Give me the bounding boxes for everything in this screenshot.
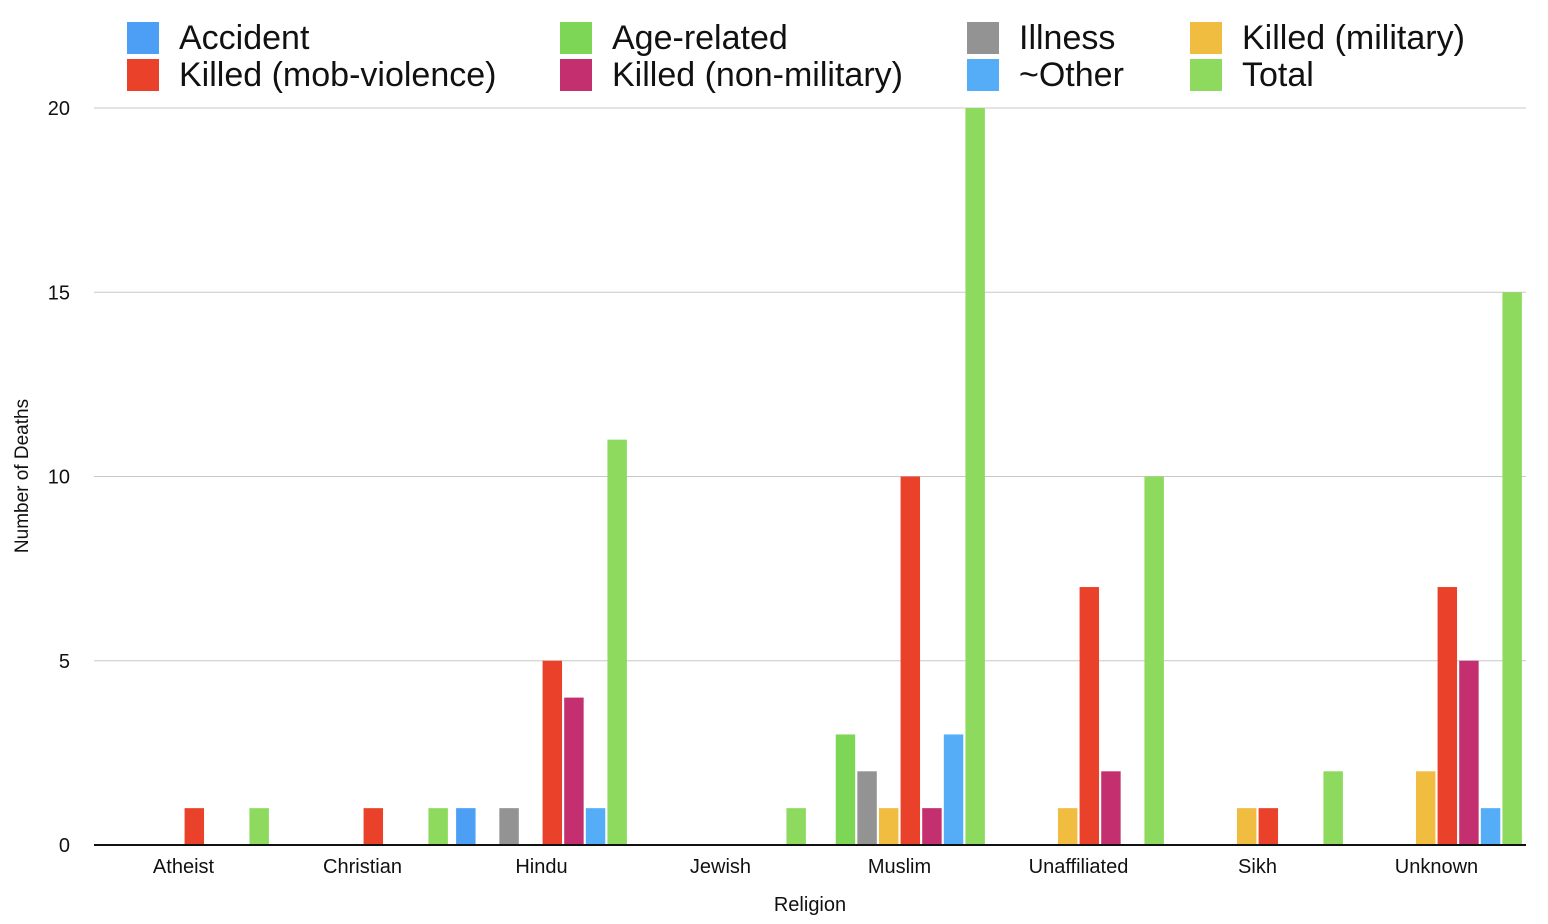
legend-label: ~Other: [1019, 55, 1124, 94]
bar: [965, 108, 985, 845]
bar: [542, 660, 563, 845]
legend-swatch: [127, 22, 159, 54]
bar: [857, 771, 877, 845]
legend-item: Age-related: [560, 18, 788, 57]
bar: [1079, 587, 1100, 845]
legend-item: Total: [1190, 55, 1314, 94]
bar: [1323, 771, 1343, 845]
legend-swatch: [967, 59, 999, 91]
legend-label: Age-related: [612, 18, 788, 57]
bar: [1057, 808, 1078, 845]
x-tick-label: Unaffiliated: [1029, 856, 1129, 878]
bar: [1236, 808, 1257, 845]
y-tick-label: 5: [59, 651, 70, 673]
y-axis-label: Number of Deaths: [12, 399, 33, 553]
x-tick-label: Christian: [323, 856, 402, 878]
x-tick-label: Sikh: [1238, 856, 1277, 878]
bar: [585, 808, 606, 845]
legend-label: Accident: [179, 18, 310, 57]
x-axis-label: Religion: [774, 894, 846, 916]
legend-label: Killed (mob-violence): [179, 55, 497, 94]
bar: [943, 734, 964, 845]
grid-lines: [94, 107, 1526, 662]
x-tick-label: Unknown: [1395, 856, 1478, 878]
bar: [607, 439, 627, 845]
legend-item: ~Other: [967, 55, 1124, 94]
legend-label: Killed (military): [1242, 18, 1465, 57]
legend: Accident Age-related Illness Killed (milita…: [0, 0, 1548, 100]
bar: [900, 476, 921, 845]
x-tick-label: Atheist: [153, 856, 215, 878]
bar: [499, 808, 519, 845]
y-tick-label: 15: [48, 282, 70, 304]
bar: [1415, 771, 1436, 845]
bar: [564, 697, 584, 845]
bar: [835, 734, 856, 845]
legend-swatch: [1190, 22, 1222, 54]
legend-swatch: [560, 22, 592, 54]
bar: [1502, 292, 1522, 845]
bar: [428, 808, 448, 845]
legend-item: Killed (military): [1190, 18, 1465, 57]
bar: [249, 808, 269, 845]
legend-label: Illness: [1019, 18, 1116, 57]
bar: [1459, 660, 1479, 845]
bar: [786, 808, 806, 845]
bar: [1258, 808, 1279, 845]
bar: [184, 808, 205, 845]
bar: [456, 808, 476, 845]
bar: [1101, 771, 1121, 845]
y-tick-label: 20: [48, 98, 70, 120]
bar: [1144, 476, 1164, 845]
y-tick-label: 10: [48, 467, 70, 489]
x-tick-label: Hindu: [515, 856, 567, 878]
legend-swatch: [560, 59, 592, 91]
bars: [184, 108, 1522, 845]
legend-item: Killed (non-military): [560, 55, 903, 94]
bar: [878, 808, 899, 845]
x-tick-label: Muslim: [868, 856, 931, 878]
bar: [1437, 587, 1458, 845]
legend-swatch: [127, 59, 159, 91]
x-tick-label: Jewish: [690, 856, 751, 878]
bar: [363, 808, 384, 845]
legend-label: Killed (non-military): [612, 55, 903, 94]
axes: 0 5 10 15 20 Atheist Christian Hindu Jewish Musli…: [48, 98, 1526, 878]
legend-item: Killed (mob-violence): [127, 55, 497, 94]
legend-label: Total: [1242, 55, 1314, 94]
bar: [1480, 808, 1501, 845]
legend-item: Accident: [127, 18, 310, 57]
legend-item: Illness: [967, 18, 1116, 57]
legend-swatch: [1190, 59, 1222, 91]
y-tick-label: 0: [59, 835, 70, 857]
legend-swatch: [967, 22, 999, 54]
bar: [922, 808, 942, 845]
